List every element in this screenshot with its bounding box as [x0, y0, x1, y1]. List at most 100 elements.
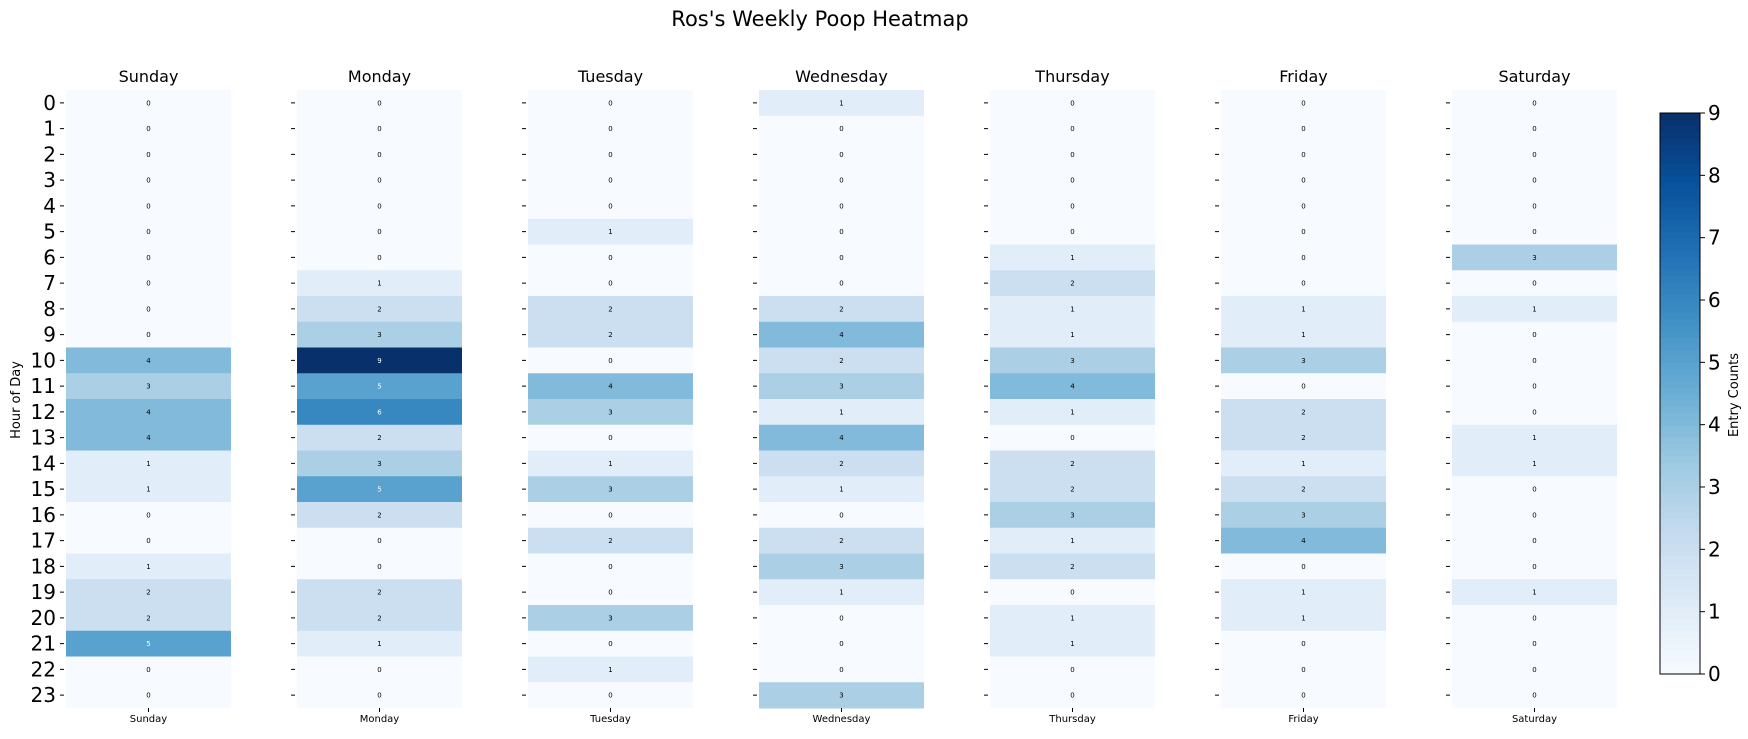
heatmap-cell: [1221, 424, 1386, 451]
heatmap-cell: [1452, 218, 1617, 245]
colorbar-segment: [1660, 493, 1700, 501]
heatmap-cell: [297, 424, 462, 451]
heatmap-cell: [759, 630, 924, 657]
heatmap-cell: [1221, 579, 1386, 606]
colorbar-segment: [1660, 568, 1700, 575]
cell-label: 2: [839, 460, 843, 468]
cell-label: 2: [1070, 563, 1074, 571]
cell-label: 0: [1301, 228, 1305, 236]
heatmap-cell: [990, 605, 1155, 632]
cell-label: 3: [146, 383, 150, 391]
cell-label: 2: [377, 434, 381, 442]
heatmap-cell: [66, 630, 231, 657]
cell-label: 1: [1070, 537, 1074, 545]
colorbar-segment: [1660, 649, 1700, 656]
colorbar-segment: [1660, 356, 1700, 363]
heatmap-cell: [66, 527, 231, 554]
y-tick-label: 19: [31, 580, 56, 604]
panel-title: Monday: [348, 67, 411, 86]
cell-label: 3: [608, 486, 612, 494]
cell-label: 4: [839, 434, 844, 442]
cell-label: 0: [1070, 589, 1074, 597]
cell-label: 0: [377, 692, 381, 700]
colorbar-segment: [1660, 543, 1700, 550]
colorbar-segment: [1660, 125, 1700, 133]
cell-label: 0: [608, 511, 612, 519]
cell-label: 0: [146, 280, 150, 288]
cell-label: 0: [1532, 383, 1536, 391]
cell-label: 5: [377, 486, 381, 494]
heatmap-cell: [759, 399, 924, 426]
heatmap-cell: [1452, 90, 1617, 117]
cell-label: 1: [377, 280, 381, 288]
heatmap-cell: [1221, 373, 1386, 400]
cell-label: 0: [1301, 177, 1305, 185]
heatmap-cell: [1221, 630, 1386, 657]
heatmap-cell: [990, 270, 1155, 297]
cell-label: 1: [1070, 254, 1074, 262]
cell-label: 1: [146, 460, 150, 468]
colorbar-segment: [1660, 306, 1700, 314]
colorbar-segment: [1660, 499, 1700, 507]
heatmap-cell: [66, 476, 231, 503]
cell-label: 0: [1301, 280, 1305, 288]
cell-label: 0: [377, 151, 381, 159]
colorbar-segment: [1660, 480, 1700, 488]
cell-label: 2: [839, 305, 843, 313]
cell-label: 4: [839, 331, 844, 339]
y-tick-label: 10: [31, 348, 56, 372]
cell-label: 0: [839, 511, 843, 519]
y-tick-label: 21: [31, 632, 56, 656]
heatmap-cell: [759, 244, 924, 271]
heatmap-cell: [1452, 579, 1617, 606]
colorbar-segment: [1660, 131, 1700, 139]
chart-title: Ros's Weekly Poop Heatmap: [671, 7, 968, 31]
heatmap-cell: [528, 502, 693, 529]
colorbar-segment: [1660, 449, 1700, 457]
cell-label: 0: [1070, 99, 1074, 107]
heatmap-cell: [297, 476, 462, 503]
colorbar-tick-label: 4: [1708, 413, 1721, 437]
cell-label: 0: [1070, 666, 1074, 674]
colorbar-segment: [1660, 586, 1700, 594]
colorbar-segment: [1660, 468, 1700, 476]
heatmap-cell: [297, 399, 462, 426]
cell-label: 0: [839, 280, 843, 288]
colorbar-segment: [1660, 624, 1700, 631]
y-tick-label: 14: [31, 451, 56, 475]
heatmap-cell: [528, 296, 693, 323]
heatmap-cell: [1221, 527, 1386, 554]
heatmap-cell: [990, 90, 1155, 117]
heatmap-cell: [297, 296, 462, 323]
heatmap-cell: [528, 218, 693, 245]
heatmap-cell: [66, 656, 231, 683]
cell-label: 0: [1070, 692, 1074, 700]
y-tick-label: 11: [31, 374, 56, 398]
heatmap-cell: [990, 244, 1155, 271]
panel-title: Friday: [1279, 67, 1328, 86]
heatmap-cell: [1452, 656, 1617, 683]
cell-label: 5: [377, 383, 381, 391]
colorbar-segment: [1660, 424, 1700, 432]
colorbar-segment: [1660, 437, 1700, 444]
heatmap-cell: [66, 270, 231, 297]
colorbar-segment: [1660, 661, 1700, 669]
panel-title: Tuesday: [577, 67, 643, 86]
heatmap-cell: [1221, 296, 1386, 323]
colorbar-segment: [1660, 218, 1700, 226]
heatmap-cell: [1221, 502, 1386, 529]
heatmap-cell: [759, 296, 924, 323]
heatmap-cell: [1452, 321, 1617, 348]
colorbar-segment: [1660, 200, 1700, 208]
cell-label: 0: [608, 280, 612, 288]
y-tick-label: 16: [31, 503, 56, 527]
heatmap-cell: [1452, 527, 1617, 554]
y-tick-label: 2: [43, 142, 56, 166]
colorbar: 0 1 2 3 4 5 6 7 8 9: [1659, 101, 1721, 686]
heatmap-cell: [759, 553, 924, 580]
colorbar-tick-label: 7: [1708, 226, 1721, 250]
panel-title: Thursday: [1034, 67, 1109, 86]
cell-label: 5: [146, 640, 150, 648]
heatmap-cell: [297, 244, 462, 271]
